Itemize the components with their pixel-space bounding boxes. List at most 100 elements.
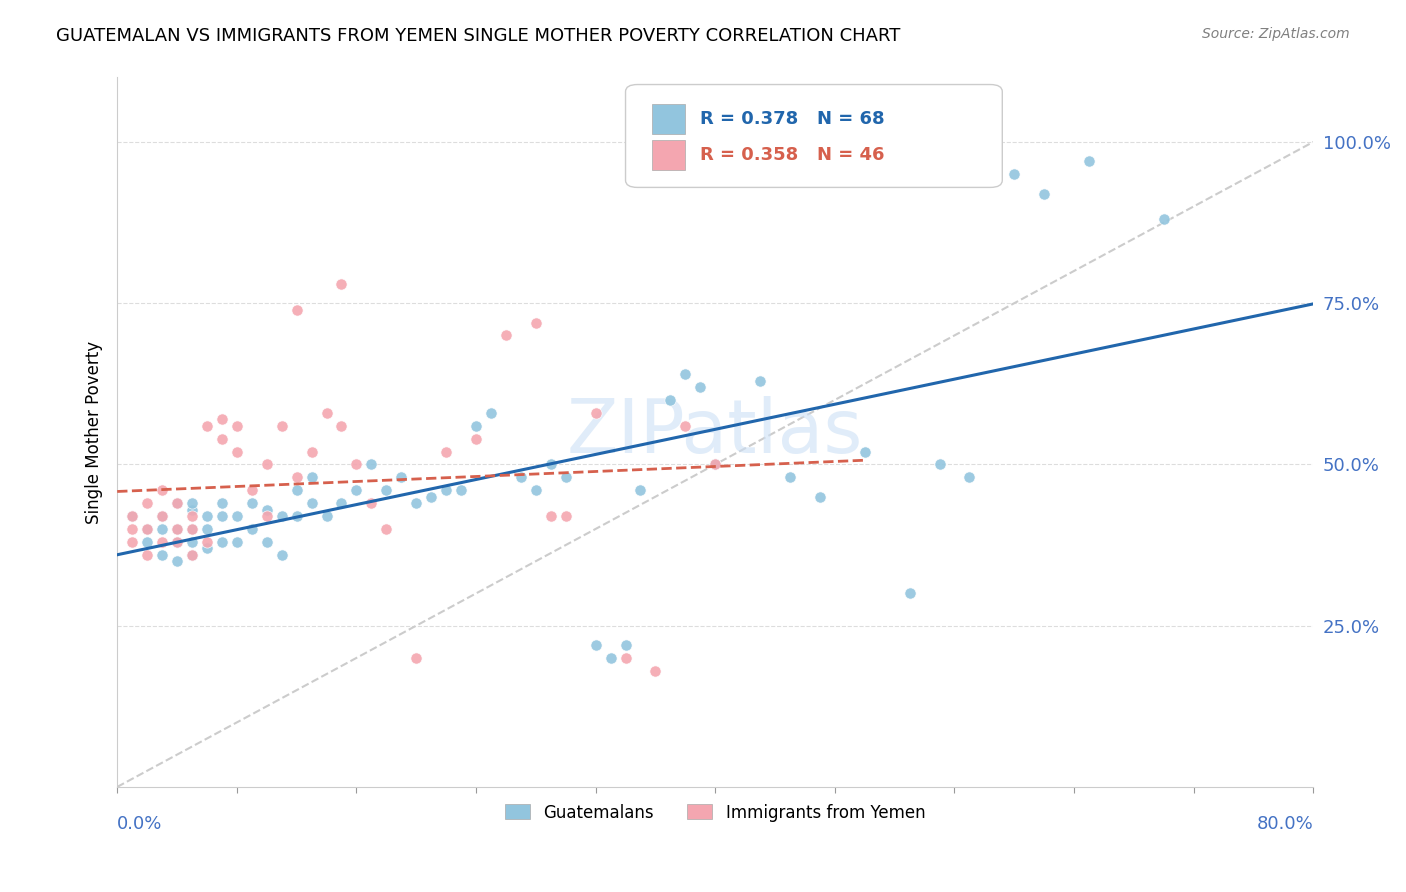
Point — [420, 490, 443, 504]
Point — [225, 509, 247, 524]
Point — [166, 534, 188, 549]
Point — [704, 458, 727, 472]
Point — [495, 328, 517, 343]
Point — [405, 496, 427, 510]
Point — [181, 548, 204, 562]
Point — [285, 470, 308, 484]
Point — [957, 470, 980, 484]
Point — [540, 458, 562, 472]
Point — [405, 651, 427, 665]
Point — [644, 664, 666, 678]
Point — [195, 509, 218, 524]
Point — [225, 534, 247, 549]
Point — [136, 522, 159, 536]
Point — [360, 458, 382, 472]
Point — [166, 496, 188, 510]
Text: R = 0.378   N = 68: R = 0.378 N = 68 — [700, 111, 884, 128]
Point — [181, 548, 204, 562]
Point — [344, 483, 367, 498]
Point — [166, 534, 188, 549]
Point — [673, 418, 696, 433]
FancyBboxPatch shape — [626, 85, 1002, 187]
Point — [150, 483, 173, 498]
Point — [659, 392, 682, 407]
Text: R = 0.358   N = 46: R = 0.358 N = 46 — [700, 145, 884, 164]
Point — [1153, 212, 1175, 227]
Point — [554, 509, 576, 524]
Text: ZIPatlas: ZIPatlas — [567, 396, 863, 468]
Point — [285, 483, 308, 498]
Point — [465, 418, 488, 433]
Point — [136, 534, 159, 549]
Point — [150, 509, 173, 524]
Point — [344, 458, 367, 472]
Point — [585, 406, 607, 420]
Point — [211, 432, 233, 446]
Point — [181, 509, 204, 524]
Point — [121, 522, 143, 536]
Point — [150, 522, 173, 536]
Text: 0.0%: 0.0% — [117, 815, 163, 833]
Point — [256, 502, 278, 516]
Point — [1002, 167, 1025, 181]
Point — [181, 522, 204, 536]
Point — [853, 444, 876, 458]
Legend: Guatemalans, Immigrants from Yemen: Guatemalans, Immigrants from Yemen — [499, 797, 932, 829]
Point — [150, 509, 173, 524]
Point — [166, 496, 188, 510]
Text: GUATEMALAN VS IMMIGRANTS FROM YEMEN SINGLE MOTHER POVERTY CORRELATION CHART: GUATEMALAN VS IMMIGRANTS FROM YEMEN SING… — [56, 27, 901, 45]
Point — [121, 509, 143, 524]
Point — [330, 277, 353, 291]
Point — [240, 483, 263, 498]
Point — [630, 483, 652, 498]
Point — [585, 638, 607, 652]
Point — [614, 651, 637, 665]
Point — [211, 534, 233, 549]
Point — [181, 502, 204, 516]
Y-axis label: Single Mother Poverty: Single Mother Poverty — [86, 341, 103, 524]
Point — [181, 496, 204, 510]
Point — [136, 522, 159, 536]
Point — [285, 509, 308, 524]
Point — [465, 432, 488, 446]
Point — [673, 367, 696, 381]
Point — [150, 548, 173, 562]
Point — [434, 483, 457, 498]
Point — [599, 651, 621, 665]
FancyBboxPatch shape — [652, 104, 685, 134]
Point — [1078, 154, 1101, 169]
Point — [166, 522, 188, 536]
Point — [389, 470, 412, 484]
Point — [121, 534, 143, 549]
Point — [749, 374, 772, 388]
Point — [375, 522, 398, 536]
Point — [540, 509, 562, 524]
Point — [509, 470, 531, 484]
Point — [195, 522, 218, 536]
Text: Source: ZipAtlas.com: Source: ZipAtlas.com — [1202, 27, 1350, 41]
Point — [450, 483, 472, 498]
Point — [301, 470, 323, 484]
Point — [195, 534, 218, 549]
Point — [808, 490, 831, 504]
Point — [121, 509, 143, 524]
Point — [554, 470, 576, 484]
Point — [195, 418, 218, 433]
Point — [704, 458, 727, 472]
Point — [195, 541, 218, 556]
Point — [181, 522, 204, 536]
Point — [225, 418, 247, 433]
Point — [330, 418, 353, 433]
Point — [434, 444, 457, 458]
Point — [166, 554, 188, 568]
Point — [928, 458, 950, 472]
Point — [211, 509, 233, 524]
Point — [270, 509, 292, 524]
Point — [315, 406, 337, 420]
Point — [270, 548, 292, 562]
Point — [240, 496, 263, 510]
Point — [375, 483, 398, 498]
Point — [689, 380, 711, 394]
Point — [225, 444, 247, 458]
Point — [360, 496, 382, 510]
